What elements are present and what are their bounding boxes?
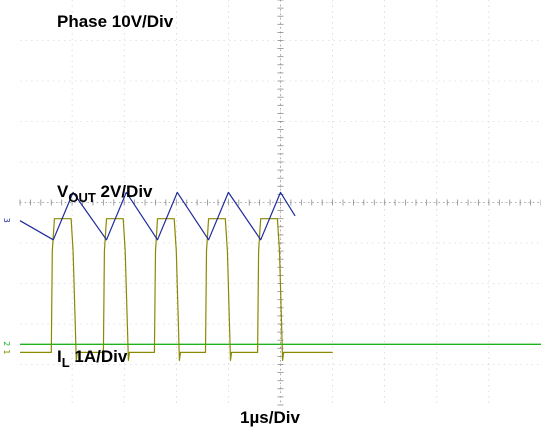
traces [19,191,541,361]
il-trace [19,191,296,241]
phase-ground-marker: 1 [2,349,11,354]
vout-ground-marker: 2 [2,341,11,346]
vout-label-sub: OUT [68,190,96,205]
vout-label-main: V [57,182,69,201]
time-division-label: 1µs/Div [240,408,300,427]
vout-label: VOUT 2V/Div [57,182,153,205]
il-label: IL 1A/Div [57,347,128,370]
il-label-main: I [57,347,62,366]
il-ground-marker: 3 [2,218,11,223]
il-label-rest: 1A/Div [70,347,128,366]
phase-label: Phase 10V/Div [57,12,174,31]
graticule [19,0,541,406]
channel-markers: 2 1 3 [2,218,11,355]
vout-label-rest: 2V/Div [96,182,153,201]
il-label-sub: L [62,355,70,370]
phase-trace [20,218,333,361]
